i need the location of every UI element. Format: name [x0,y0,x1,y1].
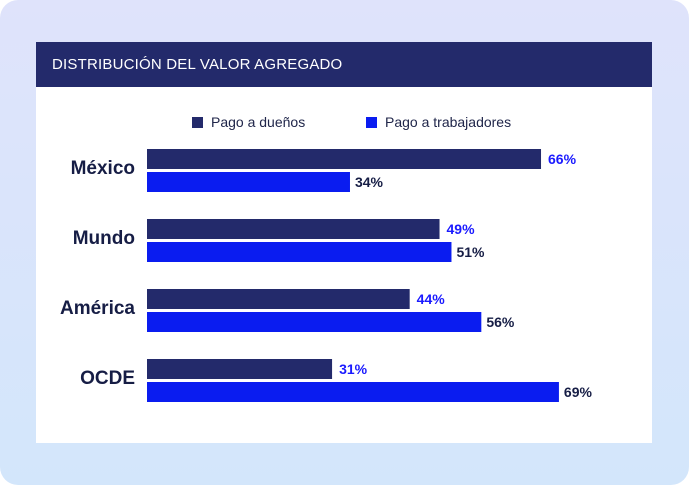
title-bar: DISTRIBUCIÓN DEL VALOR AGREGADO [36,42,652,87]
value-label-pago-a-trabajadores-ocde: 69% [564,384,593,400]
legend-item-workers: Pago a trabajadores [366,113,511,131]
value-label-pago-a-duenos-mexico: 66% [548,151,577,167]
bar-pago-a-trabajadores-america [147,312,482,332]
bar-pago-a-duenos-america [147,289,410,309]
chart-title: DISTRIBUCIÓN DEL VALOR AGREGADO [52,56,343,73]
legend-label-workers: Pago a trabajadores [385,114,512,130]
category-label-america: América [60,298,135,319]
bar-pago-a-trabajadores-mexico [147,172,350,192]
value-label-pago-a-duenos-ocde: 31% [339,361,368,377]
bar-pago-a-duenos-mundo [147,219,440,239]
value-label-pago-a-trabajadores-america: 56% [486,314,515,330]
value-label-pago-a-trabajadores-mundo: 51% [456,244,485,260]
value-label-pago-a-duenos-mundo: 49% [447,221,476,237]
legend-label-owners: Pago a dueños [211,114,306,130]
category-label-mexico: México [71,158,135,179]
legend-swatch-owners [192,116,203,128]
legend-swatch-workers [366,116,377,128]
legend-item-owners: Pago a dueños [192,113,305,131]
bar-pago-a-trabajadores-mundo [147,242,452,262]
value-label-pago-a-trabajadores-mexico: 34% [355,174,384,190]
bar-pago-a-duenos-mexico [147,149,542,169]
bar-pago-a-duenos-ocde [147,359,333,379]
category-label-ocde: OCDE [80,368,135,389]
value-label-pago-a-duenos-america: 44% [417,291,446,307]
bar-pago-a-trabajadores-ocde [147,382,559,402]
category-label-mundo: Mundo [73,228,135,249]
